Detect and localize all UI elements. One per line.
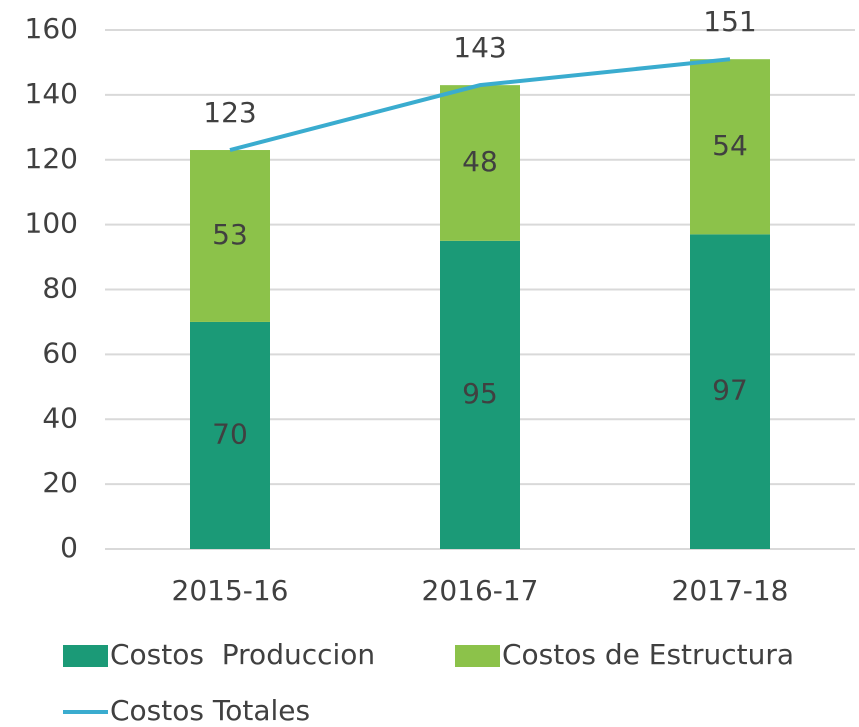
line bbox=[229, 57, 731, 152]
data-label: 143 bbox=[453, 31, 506, 64]
x-tick-label: 2015-16 bbox=[172, 574, 289, 607]
y-tick-label: 140 bbox=[25, 77, 78, 110]
y-tick-label: 160 bbox=[25, 12, 78, 45]
data-label: 123 bbox=[203, 96, 256, 129]
data-label: 53 bbox=[212, 218, 248, 251]
bar-segment bbox=[190, 150, 270, 322]
data-label: 95 bbox=[462, 377, 498, 410]
legend-swatch bbox=[63, 645, 108, 667]
data-label: 54 bbox=[712, 129, 748, 162]
x-tick-label: 2017-18 bbox=[672, 574, 789, 607]
legend-label: Costos de Estructura bbox=[502, 638, 794, 671]
bar-segment bbox=[690, 59, 770, 235]
data-label: 97 bbox=[712, 374, 748, 407]
bar-segment bbox=[440, 85, 520, 241]
y-tick-label: 120 bbox=[25, 142, 78, 175]
y-tick-label: 80 bbox=[42, 272, 78, 305]
data-label: 48 bbox=[462, 145, 498, 178]
legend-swatch bbox=[455, 645, 500, 667]
bar-segment bbox=[190, 321, 270, 549]
y-tick-label: 100 bbox=[25, 207, 78, 240]
legend-label: Costos Produccion bbox=[110, 638, 375, 671]
data-label: 151 bbox=[703, 5, 756, 38]
y-tick-label: 0 bbox=[60, 531, 78, 564]
y-tick-label: 40 bbox=[42, 401, 78, 434]
data-label: 70 bbox=[212, 417, 248, 450]
bar-segment bbox=[690, 234, 770, 549]
y-tick-label: 20 bbox=[42, 466, 78, 499]
x-tick-label: 2016-17 bbox=[422, 574, 539, 607]
y-tick-label: 60 bbox=[42, 336, 78, 369]
bar-segment bbox=[440, 240, 520, 549]
legend-label: Costos Totales bbox=[110, 694, 310, 727]
